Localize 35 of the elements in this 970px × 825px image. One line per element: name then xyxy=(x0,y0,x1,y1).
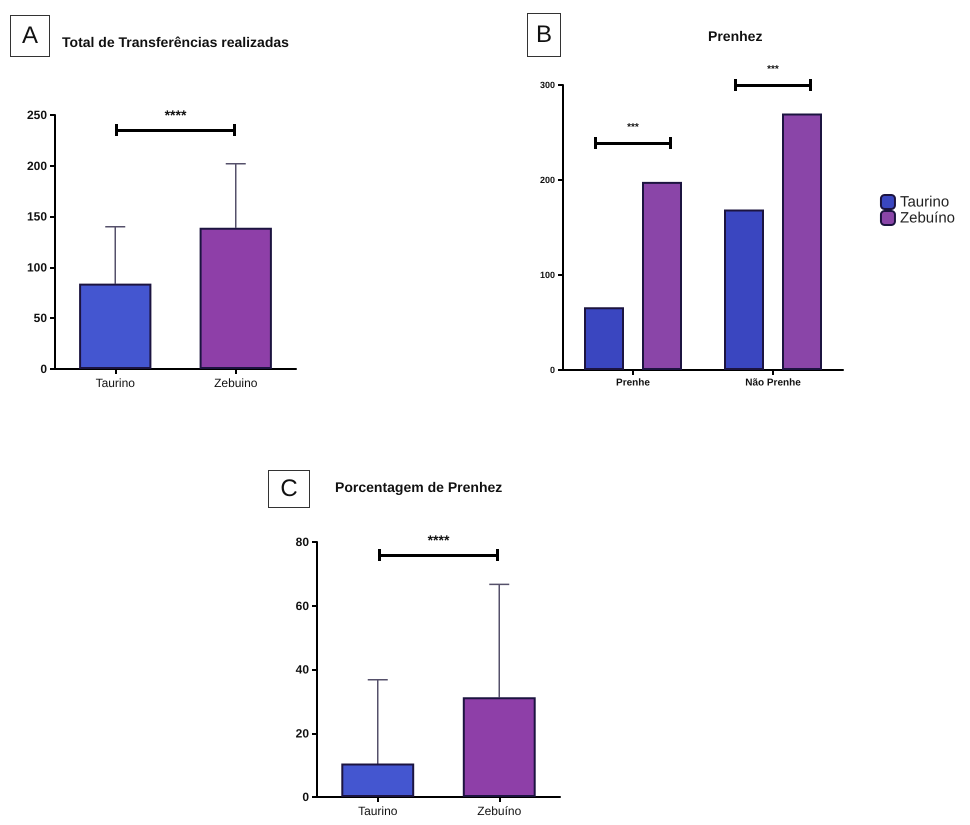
y-tick-label: 0 xyxy=(302,790,310,804)
text: A xyxy=(10,15,50,57)
legend-label: Taurino xyxy=(900,194,950,210)
y-tick-label: 40 xyxy=(296,662,310,676)
y-tick-label: 150 xyxy=(26,210,48,224)
bar xyxy=(782,114,822,370)
annotation: *** xyxy=(626,121,640,135)
bar xyxy=(584,307,624,370)
y-tick-label: 300 xyxy=(540,80,555,90)
text: B xyxy=(527,13,561,57)
annotation: **** xyxy=(426,532,450,548)
y-tick-label: 80 xyxy=(296,535,310,549)
chart-title: Porcentagem de Prenhez xyxy=(335,479,502,495)
x-tick-label: Zebuino xyxy=(214,376,258,390)
y-tick-label: 100 xyxy=(540,270,555,280)
y-tick-label: 50 xyxy=(34,311,48,326)
legend-label: Zebuíno xyxy=(900,210,956,226)
y-tick-label: 0 xyxy=(40,362,48,376)
chart-title: Total de Transferências realizadas xyxy=(62,34,290,50)
x-tick-label: Prenhe xyxy=(616,378,650,388)
y-tick-label: 200 xyxy=(26,158,48,173)
bar xyxy=(724,209,764,370)
y-tick-label: 60 xyxy=(296,598,310,613)
y-tick-label: 0 xyxy=(550,365,555,375)
x-tick-label: Não Prenhe xyxy=(745,378,802,388)
annotation: **** xyxy=(164,107,188,123)
x-tick-label: Taurino xyxy=(96,376,136,390)
y-tick-label: 20 xyxy=(296,726,310,740)
y-tick-label: 250 xyxy=(26,108,48,122)
y-tick-label: 200 xyxy=(540,175,555,185)
y-tick-label: 100 xyxy=(26,260,48,274)
bar xyxy=(642,182,682,370)
text: *** xyxy=(766,63,780,77)
chart-title: Prenhez xyxy=(708,28,762,44)
text: C xyxy=(268,470,310,508)
